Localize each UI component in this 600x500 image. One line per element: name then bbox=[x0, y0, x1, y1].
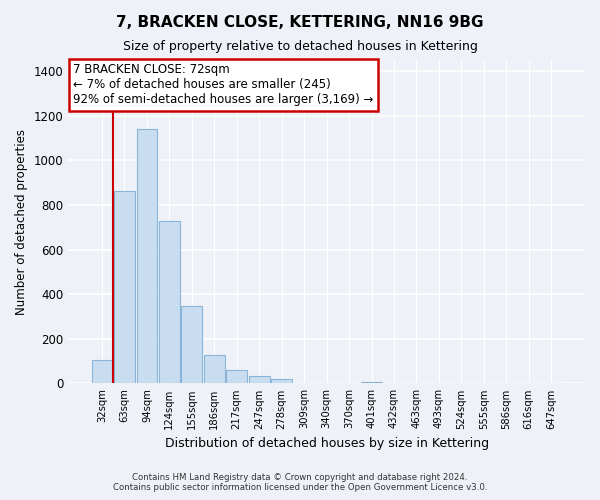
Bar bbox=[204, 355, 224, 384]
Bar bbox=[249, 376, 269, 384]
Text: 7, BRACKEN CLOSE, KETTERING, NN16 9BG: 7, BRACKEN CLOSE, KETTERING, NN16 9BG bbox=[116, 15, 484, 30]
Text: Contains HM Land Registry data © Crown copyright and database right 2024.
Contai: Contains HM Land Registry data © Crown c… bbox=[113, 473, 487, 492]
Bar bbox=[181, 306, 202, 384]
Bar bbox=[271, 379, 292, 384]
Y-axis label: Number of detached properties: Number of detached properties bbox=[15, 128, 28, 314]
Text: 7 BRACKEN CLOSE: 72sqm
← 7% of detached houses are smaller (245)
92% of semi-det: 7 BRACKEN CLOSE: 72sqm ← 7% of detached … bbox=[73, 63, 374, 106]
Bar bbox=[361, 382, 382, 384]
Text: Size of property relative to detached houses in Kettering: Size of property relative to detached ho… bbox=[122, 40, 478, 53]
Bar bbox=[226, 370, 247, 384]
Bar bbox=[92, 360, 112, 384]
Bar bbox=[114, 191, 135, 384]
X-axis label: Distribution of detached houses by size in Kettering: Distribution of detached houses by size … bbox=[164, 437, 488, 450]
Bar bbox=[137, 129, 157, 384]
Bar bbox=[159, 220, 179, 384]
